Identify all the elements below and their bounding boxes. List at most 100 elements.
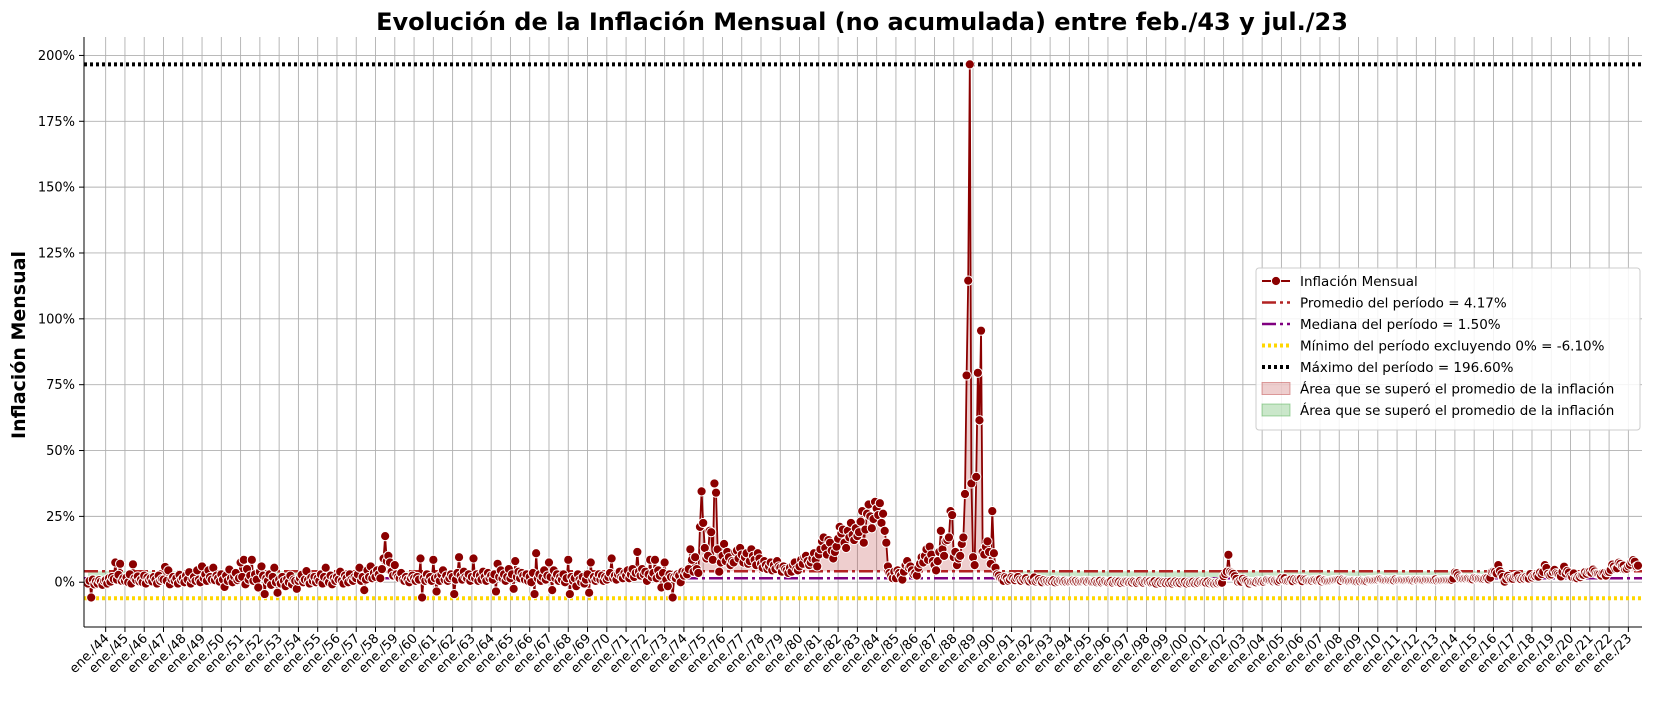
data-point — [1632, 560, 1644, 571]
data-point — [964, 59, 975, 70]
data-point — [380, 531, 391, 542]
y-tick-label: 150% — [38, 181, 75, 196]
data-point — [86, 592, 97, 603]
data-point — [416, 592, 428, 603]
data-point — [389, 560, 400, 571]
data-point — [547, 585, 558, 596]
data-point — [256, 561, 267, 572]
data-point — [531, 548, 542, 559]
data-point — [930, 565, 942, 576]
data-point — [659, 557, 670, 568]
y-tick-label: 0% — [54, 576, 75, 591]
legend-label: Área que se superó el promedio de la inf… — [1300, 381, 1614, 398]
legend: Inflación Mensual Promedio del período = … — [1255, 267, 1641, 431]
data-point — [935, 525, 947, 536]
data-point — [881, 537, 892, 548]
axes: 0%25%50%75%100%125%150%175%200%ene./44en… — [38, 37, 1642, 677]
data-point — [320, 562, 331, 573]
data-point — [874, 498, 885, 509]
data-point — [632, 546, 643, 558]
data-point — [947, 509, 958, 521]
data-point — [272, 587, 283, 598]
data-point — [269, 562, 280, 573]
data-point — [971, 471, 982, 482]
data-point — [706, 527, 717, 538]
data-point — [510, 556, 521, 567]
data-point — [939, 550, 950, 561]
data-point — [1223, 549, 1234, 560]
data-point — [359, 585, 370, 596]
chart-title: Evolución de la Inflación Mensual (no ac… — [376, 8, 1348, 36]
data-point — [375, 573, 386, 584]
data-point — [841, 542, 852, 554]
data-point — [866, 523, 877, 534]
data-point — [563, 554, 574, 565]
data-point — [987, 506, 998, 517]
data-point — [698, 517, 709, 529]
legend-box — [1255, 267, 1641, 431]
data-point — [943, 532, 955, 543]
y-tick-label: 25% — [46, 510, 75, 525]
data-point — [508, 583, 519, 594]
data-point — [453, 552, 465, 563]
data-point — [693, 567, 704, 579]
data-point — [376, 563, 388, 575]
legend-patch-swatch — [1261, 382, 1291, 395]
data-point — [855, 516, 866, 527]
data-point — [431, 586, 442, 597]
data-point — [982, 536, 993, 547]
data-point — [879, 525, 890, 536]
data-point — [253, 582, 264, 593]
data-point — [959, 488, 971, 500]
legend-marker-swatch — [1270, 275, 1282, 287]
data-point — [812, 561, 823, 572]
data-point — [246, 554, 257, 565]
y-tick-label: 200% — [38, 49, 75, 64]
data-point — [259, 588, 270, 600]
data-point — [543, 557, 555, 568]
y-tick-label: 175% — [38, 115, 75, 130]
data-point — [975, 325, 987, 336]
data-point — [564, 588, 575, 600]
legend-patch-swatch — [1261, 403, 1291, 417]
data-point — [710, 487, 722, 498]
legend-label: Inflación Mensual — [1300, 274, 1418, 290]
data-point — [963, 275, 974, 286]
data-point — [667, 592, 678, 603]
data-point — [969, 560, 980, 571]
legend-label: Máximo del período = 196.60% — [1300, 360, 1514, 376]
series-inflacion-mensual — [82, 59, 1644, 603]
legend-label: Área que se superó el promedio de la inf… — [1300, 402, 1614, 419]
data-point — [696, 486, 707, 497]
data-point — [955, 550, 966, 561]
data-point — [649, 554, 661, 565]
data-point — [490, 586, 502, 597]
data-point — [961, 370, 972, 381]
data-point — [974, 415, 985, 426]
data-point — [685, 544, 696, 555]
data-point — [529, 588, 540, 600]
data-point — [858, 537, 869, 548]
data-point — [662, 581, 673, 592]
data-point — [127, 559, 139, 570]
y-tick-label: 100% — [38, 312, 75, 327]
data-point — [714, 566, 725, 577]
data-point — [606, 553, 617, 564]
data-point — [428, 554, 439, 565]
data-point — [709, 478, 720, 489]
y-tick-label: 125% — [38, 246, 75, 261]
data-point — [690, 552, 701, 563]
data-point — [468, 553, 479, 564]
data-point — [415, 553, 426, 564]
data-point — [988, 548, 1000, 559]
data-point — [958, 532, 969, 543]
data-point — [584, 587, 595, 598]
legend-label: Mínimo del período excluyendo 0% = -6.10… — [1300, 339, 1605, 355]
legend-label: Promedio del período = 4.17% — [1300, 296, 1507, 312]
data-point — [972, 367, 983, 378]
data-point — [449, 588, 460, 600]
y-axis-label: Inflación Mensual — [8, 251, 30, 439]
legend-label: Mediana del período = 1.50% — [1300, 317, 1501, 333]
